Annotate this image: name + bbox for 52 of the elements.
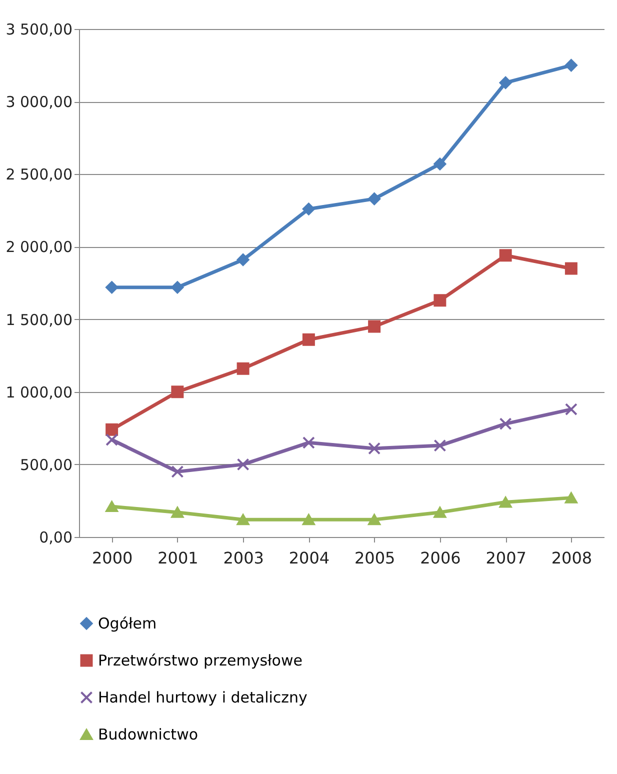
point — [236, 362, 250, 375]
point — [499, 76, 512, 89]
x-tick-label: 2005 — [354, 548, 396, 568]
x-tick-label: 2006 — [420, 548, 461, 568]
point — [106, 500, 118, 512]
point — [106, 281, 118, 294]
point — [564, 403, 578, 416]
y-tick-label: 2 000,00 — [6, 238, 72, 256]
point — [106, 434, 118, 446]
x-tick-label: 2007 — [486, 548, 526, 568]
point — [236, 254, 250, 266]
legend-label: Ogółem — [98, 614, 157, 632]
point — [434, 158, 446, 170]
y-tick-label: 3 500,00 — [6, 20, 72, 38]
point — [499, 418, 512, 430]
y-tick-label: 0,00 — [39, 528, 72, 546]
point — [564, 59, 578, 72]
point — [564, 492, 578, 504]
y-tick-label: 500,00 — [20, 456, 72, 474]
point — [302, 514, 315, 526]
point — [368, 320, 381, 333]
point — [302, 202, 315, 216]
point — [302, 333, 315, 346]
point — [106, 423, 118, 436]
legend-label: Budownictwo — [98, 726, 198, 744]
point — [368, 514, 381, 526]
point — [171, 465, 184, 478]
point — [302, 436, 315, 449]
y-tick-label: 3 000,00 — [6, 93, 72, 112]
point — [499, 249, 512, 262]
point — [434, 506, 446, 518]
point — [368, 192, 381, 206]
point — [434, 294, 446, 307]
point — [236, 514, 250, 526]
point — [171, 281, 184, 294]
y-tick-label: 1 000,00 — [6, 383, 72, 402]
x-tick-label: 2008 — [551, 548, 592, 568]
legend-label: Przetwórstwo przemysłowe — [98, 652, 302, 670]
point — [368, 442, 381, 455]
legend-label: Handel hurtowy i detaliczny — [98, 688, 308, 706]
x-tick-label: 2001 — [158, 548, 198, 568]
y-tick-label: 1 500,00 — [6, 310, 72, 329]
x-tick-label: 2000 — [92, 548, 133, 568]
point — [171, 506, 184, 518]
y-tick-label: 2 500,00 — [6, 166, 72, 184]
point — [564, 262, 578, 275]
point — [499, 496, 512, 508]
point — [434, 439, 446, 452]
point — [236, 458, 250, 471]
point — [171, 386, 184, 398]
x-tick-label: 2003 — [223, 548, 264, 568]
x-tick-label: 2004 — [288, 548, 330, 568]
